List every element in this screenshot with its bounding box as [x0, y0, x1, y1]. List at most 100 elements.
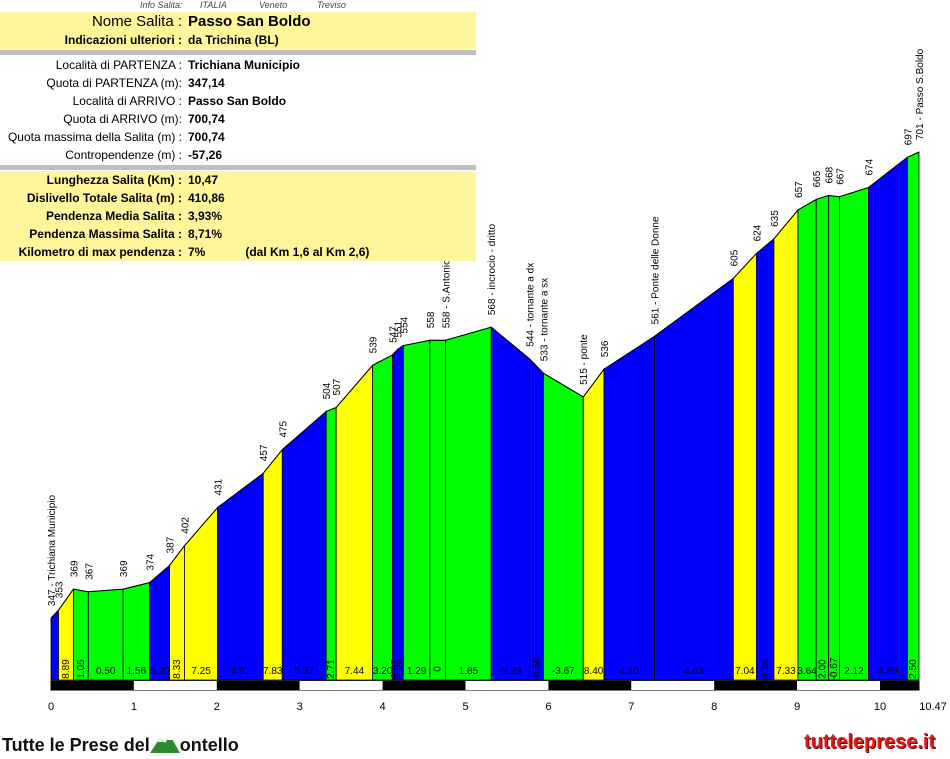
info-row-value: -57,26 [188, 148, 223, 162]
info-row-label: Località di PARTENZA : [55, 58, 182, 72]
profile-segment [654, 277, 734, 681]
segment-grade-label: 1.56 [127, 666, 147, 677]
x-tick-label: 4 [380, 701, 386, 713]
scale-bar-km [299, 681, 383, 690]
scale-bar-km [797, 681, 881, 690]
profile-segment [543, 372, 584, 681]
info-row-value: 10,47 [188, 173, 219, 187]
altitude-label: 515 - ponte [579, 334, 590, 385]
x-tick-label: 0 [48, 701, 54, 713]
profile-segment [582, 368, 605, 681]
altitude-label: 369 [119, 560, 130, 577]
segment-grade-label: 8.40 [584, 666, 604, 677]
climb-name-row: Nome Salita : Passo San Boldo [0, 12, 476, 31]
profile-segment [402, 339, 431, 681]
info-header-region: Veneto [259, 0, 288, 10]
max-km-row: Kilometro di max pendenza : 7% (dal Km 1,… [0, 243, 476, 261]
profile-segment [815, 194, 830, 681]
info-separator [0, 165, 476, 170]
info-row: Quota di PARTENZA (m): 347,14 [0, 74, 476, 92]
altitude-label: 674 [864, 158, 875, 175]
info-row: Indicazioni ulteriori : da Trichina (BL) [0, 31, 476, 49]
altitude-label: 533 - tornante a sx [539, 278, 550, 361]
info-row: Dislivello Totale Salita (m) : 410,86 [0, 189, 476, 207]
x-tick-label: 9 [794, 701, 800, 713]
segment-grade-label: 8.33 [172, 659, 183, 679]
altitude-label: 504 [322, 382, 333, 399]
x-tick-label: 10.47 [919, 701, 947, 713]
info-header-province: Treviso [317, 0, 346, 10]
profile-segment [392, 348, 398, 681]
max-km-range: (dal Km 1,6 al Km 2,6) [245, 245, 370, 259]
segment-grade-label: 2.50 [908, 659, 919, 679]
info-separator [0, 50, 476, 55]
km-scale-bar [50, 680, 920, 691]
scale-bar-km [51, 681, 134, 690]
info-row-value: Trichiana Municipio [188, 58, 301, 72]
scale-bar-km [216, 681, 300, 690]
segment-grade-label: 4.63 [684, 666, 704, 677]
segment-grade-label: 7.44 [345, 666, 365, 677]
max-km-grade: 7% [188, 245, 206, 259]
info-row-label: Località di ARRIVO : [72, 94, 182, 108]
altitude-label: 347 - Trichiana Municipio [47, 495, 58, 607]
segment-grade-label: -6.50 [531, 657, 542, 680]
profile-segment [528, 357, 544, 681]
profile-segment [397, 344, 404, 681]
info-row-label: Quota massima della Salita (m) : [7, 130, 182, 144]
x-tick-label: 10 [874, 701, 886, 713]
info-header: Info Salita: ITALIA Veneto Treviso [0, 0, 476, 12]
info-row: Contropendenze (m) : -57,26 [0, 146, 476, 164]
profile-segment [445, 326, 492, 681]
altitude-label: 353 [54, 581, 65, 598]
profile-segment [149, 564, 170, 681]
brand-left-text: Tutte le Prese del [2, 735, 150, 755]
segment-grade-label: 5.20 [150, 666, 170, 677]
segment-grade-label: 2.12 [844, 666, 864, 677]
info-row: Pendenza Massima Salita : 8,71% [0, 225, 476, 243]
altitude-label: 697 [903, 128, 914, 145]
info-row-value: 700,74 [188, 112, 225, 126]
info-row: Quota massima della Salita (m) : 700,74 [0, 128, 476, 146]
segment-grade-label: 3.20 [373, 666, 393, 677]
x-tick-label: 3 [297, 701, 303, 713]
altitude-label: 558 - S.Antonio [442, 259, 453, 328]
info-row-value: 8,71% [188, 227, 223, 241]
info-row: Quota di ARRIVO (m): 700,74 [0, 110, 476, 128]
brand-logo-right: tutteleprese.it [804, 731, 936, 753]
info-row-value: 700,74 [188, 130, 225, 144]
segment-grade-label: 4.29 [395, 659, 406, 679]
altitude-label: 624 [753, 224, 764, 241]
profile-segment [732, 252, 757, 681]
info-row: Pendenza Media Salita : 3,93% [0, 207, 476, 225]
segment-grade-label: -5.23 [499, 666, 522, 677]
segment-grade-label: 7.33 [776, 666, 796, 677]
altitude-label: 558 [426, 311, 437, 328]
profile-segment [839, 187, 869, 681]
profile-segment [325, 406, 337, 681]
info-rows-directions: Indicazioni ulteriori : da Trichina (BL) [0, 31, 476, 49]
chart-grade-labels: 8.89 1.05 0.50 1.56 5.20 8.33 7.25 4.91 7.83 5.32… [61, 657, 919, 680]
altitude-label: 536 [600, 340, 611, 357]
profile-segment [906, 151, 920, 681]
scale-bar-km [465, 681, 549, 690]
segment-grade-label: 0.50 [96, 666, 116, 677]
info-rows-locations: Località di PARTENZA : Trichiana Municipi… [0, 56, 476, 164]
segment-grade-label: 1.29 [407, 666, 427, 677]
altitude-label: 402 [180, 517, 191, 534]
info-row-label: Lunghezza Salita (Km) : [46, 173, 182, 187]
max-km-label: Kilometro di max pendenza : [18, 245, 182, 259]
info-row-value: 3,93% [188, 209, 223, 223]
profile-segment [828, 194, 840, 681]
segment-grade-label: 5.24 [760, 659, 771, 679]
x-tick-label: 2 [214, 701, 220, 713]
scale-bar-km [631, 681, 715, 690]
segment-grade-label: 4.91 [231, 666, 251, 677]
info-row-value: Passo San Boldo [188, 94, 287, 108]
segment-grade-label: 7.04 [735, 666, 755, 677]
scale-bar-km [133, 681, 217, 690]
x-axis-tick-labels: 0 1 2 3 4 5 6 7 8 9 10 10.47 [48, 701, 947, 713]
altitude-label: 374 [146, 553, 157, 570]
profile-segment [797, 198, 817, 681]
